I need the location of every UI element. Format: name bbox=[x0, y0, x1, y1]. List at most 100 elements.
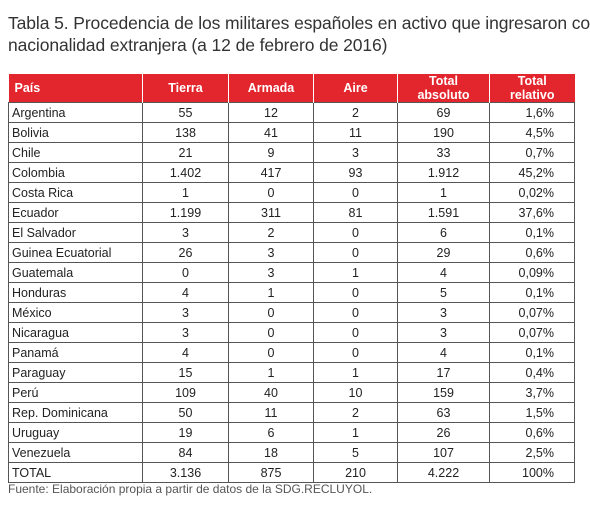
cell-aire: 1 bbox=[313, 422, 398, 443]
cell-total-absoluto: 1.591 bbox=[397, 202, 490, 223]
source-note: Fuente: Elaboración propia a partir de d… bbox=[8, 482, 373, 496]
table-row: Uruguay 19 6 1 26 0,6% bbox=[8, 422, 575, 443]
cell-armada: 2 bbox=[228, 222, 314, 243]
cell-aire: 2 bbox=[313, 102, 398, 123]
table-row: Perú 109 40 10 159 3,7% bbox=[8, 382, 575, 403]
table-row: Guatemala 0 3 1 4 0,09% bbox=[8, 262, 575, 283]
cell-total-absoluto: 29 bbox=[397, 242, 490, 263]
table-row: Bolivia 138 41 11 190 4,5% bbox=[8, 122, 575, 143]
cell-pais: Guatemala bbox=[8, 262, 143, 283]
header-pais: País bbox=[8, 74, 143, 103]
cell-armada: 1 bbox=[228, 282, 314, 303]
cell-total-absoluto: 69 bbox=[397, 102, 490, 123]
cell-tierra: 15 bbox=[142, 362, 229, 383]
cell-total-relativo: 1,6% bbox=[489, 102, 575, 123]
table-header-row: País Tierra Armada Aire Total absoluto T… bbox=[8, 74, 575, 103]
cell-armada: 11 bbox=[228, 402, 314, 423]
cell-total-absoluto: 5 bbox=[397, 282, 490, 303]
cell-armada: 311 bbox=[228, 202, 314, 223]
table-row: Nicaragua 3 0 0 3 0,07% bbox=[8, 322, 575, 343]
header-total-absoluto: Total absoluto bbox=[397, 74, 490, 103]
cell-total-absoluto: 4.222 bbox=[397, 462, 490, 483]
cell-pais: Colombia bbox=[8, 162, 143, 183]
cell-total-absoluto: 26 bbox=[397, 422, 490, 443]
cell-pais: TOTAL bbox=[8, 462, 143, 483]
cell-aire: 0 bbox=[313, 302, 398, 323]
cell-aire: 0 bbox=[313, 182, 398, 203]
header-armada: Armada bbox=[228, 74, 314, 103]
table-row: Argentina 55 12 2 69 1,6% bbox=[8, 102, 575, 123]
cell-tierra: 109 bbox=[142, 382, 229, 403]
cell-total-absoluto: 17 bbox=[397, 362, 490, 383]
table-row: Paraguay 15 1 1 17 0,4% bbox=[8, 362, 575, 383]
cell-total-relativo: 0,07% bbox=[489, 302, 575, 323]
cell-total-relativo: 3,7% bbox=[489, 382, 575, 403]
cell-armada: 12 bbox=[228, 102, 314, 123]
cell-pais: Paraguay bbox=[8, 362, 143, 383]
cell-armada: 3 bbox=[228, 242, 314, 263]
cell-aire: 1 bbox=[313, 262, 398, 283]
cell-total-absoluto: 1 bbox=[397, 182, 490, 203]
cell-tierra: 1 bbox=[142, 182, 229, 203]
table-row: Venezuela 84 18 5 107 2,5% bbox=[8, 442, 575, 463]
table-row: El Salvador 3 2 0 6 0,1% bbox=[8, 222, 575, 243]
header-aire: Aire bbox=[313, 74, 398, 103]
cell-pais: Panamá bbox=[8, 342, 143, 363]
cell-tierra: 26 bbox=[142, 242, 229, 263]
cell-total-relativo: 100% bbox=[489, 462, 575, 483]
cell-total-relativo: 2,5% bbox=[489, 442, 575, 463]
military-origin-table: País Tierra Armada Aire Total absoluto T… bbox=[8, 74, 575, 483]
cell-armada: 417 bbox=[228, 162, 314, 183]
table-body: Argentina 55 12 2 69 1,6% Bolivia 138 41 11 190 4,5… bbox=[8, 102, 575, 483]
cell-total-relativo: 37,6% bbox=[489, 202, 575, 223]
cell-total-relativo: 1,5% bbox=[489, 402, 575, 423]
cell-total-relativo: 4,5% bbox=[489, 122, 575, 143]
cell-total-relativo: 0,07% bbox=[489, 322, 575, 343]
cell-total-relativo: 0,1% bbox=[489, 282, 575, 303]
cell-aire: 11 bbox=[313, 122, 398, 143]
cell-armada: 0 bbox=[228, 182, 314, 203]
table-row: Colombia 1.402 417 93 1.912 45,2% bbox=[8, 162, 575, 183]
cell-pais: Guinea Ecuatorial bbox=[8, 242, 143, 263]
cell-pais: México bbox=[8, 302, 143, 323]
cell-total-absoluto: 33 bbox=[397, 142, 490, 163]
cell-total-relativo: 0,6% bbox=[489, 242, 575, 263]
cell-total-absoluto: 107 bbox=[397, 442, 490, 463]
cell-total-relativo: 45,2% bbox=[489, 162, 575, 183]
cell-tierra: 21 bbox=[142, 142, 229, 163]
cell-armada: 0 bbox=[228, 322, 314, 343]
table-row: Guinea Ecuatorial 26 3 0 29 0,6% bbox=[8, 242, 575, 263]
cell-aire: 0 bbox=[313, 342, 398, 363]
cell-total-relativo: 0,1% bbox=[489, 222, 575, 243]
cell-aire: 0 bbox=[313, 222, 398, 243]
cell-aire: 2 bbox=[313, 402, 398, 423]
cell-armada: 9 bbox=[228, 142, 314, 163]
cell-total-relativo: 0,4% bbox=[489, 362, 575, 383]
cell-total-relativo: 0,1% bbox=[489, 342, 575, 363]
cell-total-relativo: 0,09% bbox=[489, 262, 575, 283]
cell-aire: 3 bbox=[313, 142, 398, 163]
cell-total-absoluto: 3 bbox=[397, 322, 490, 343]
cell-tierra: 3 bbox=[142, 322, 229, 343]
total-row: TOTAL 3.136 875 210 4.222 100% bbox=[8, 462, 575, 483]
cell-armada: 1 bbox=[228, 362, 314, 383]
cell-total-relativo: 0,02% bbox=[489, 182, 575, 203]
cell-pais: Perú bbox=[8, 382, 143, 403]
table-row: México 3 0 0 3 0,07% bbox=[8, 302, 575, 323]
cell-total-absoluto: 3 bbox=[397, 302, 490, 323]
table-row: Rep. Dominicana 50 11 2 63 1,5% bbox=[8, 402, 575, 423]
cell-aire: 81 bbox=[313, 202, 398, 223]
cell-tierra: 3 bbox=[142, 302, 229, 323]
cell-aire: 10 bbox=[313, 382, 398, 403]
cell-total-absoluto: 159 bbox=[397, 382, 490, 403]
cell-tierra: 4 bbox=[142, 282, 229, 303]
cell-total-absoluto: 190 bbox=[397, 122, 490, 143]
table-title-line-1: Tabla 5. Procedencia de los militares es… bbox=[8, 13, 590, 33]
cell-aire: 0 bbox=[313, 242, 398, 263]
header-tierra: Tierra bbox=[142, 74, 229, 103]
cell-tierra: 3 bbox=[142, 222, 229, 243]
cell-pais: Rep. Dominicana bbox=[8, 402, 143, 423]
cell-pais: Nicaragua bbox=[8, 322, 143, 343]
cell-total-absoluto: 4 bbox=[397, 262, 490, 283]
cell-tierra: 4 bbox=[142, 342, 229, 363]
